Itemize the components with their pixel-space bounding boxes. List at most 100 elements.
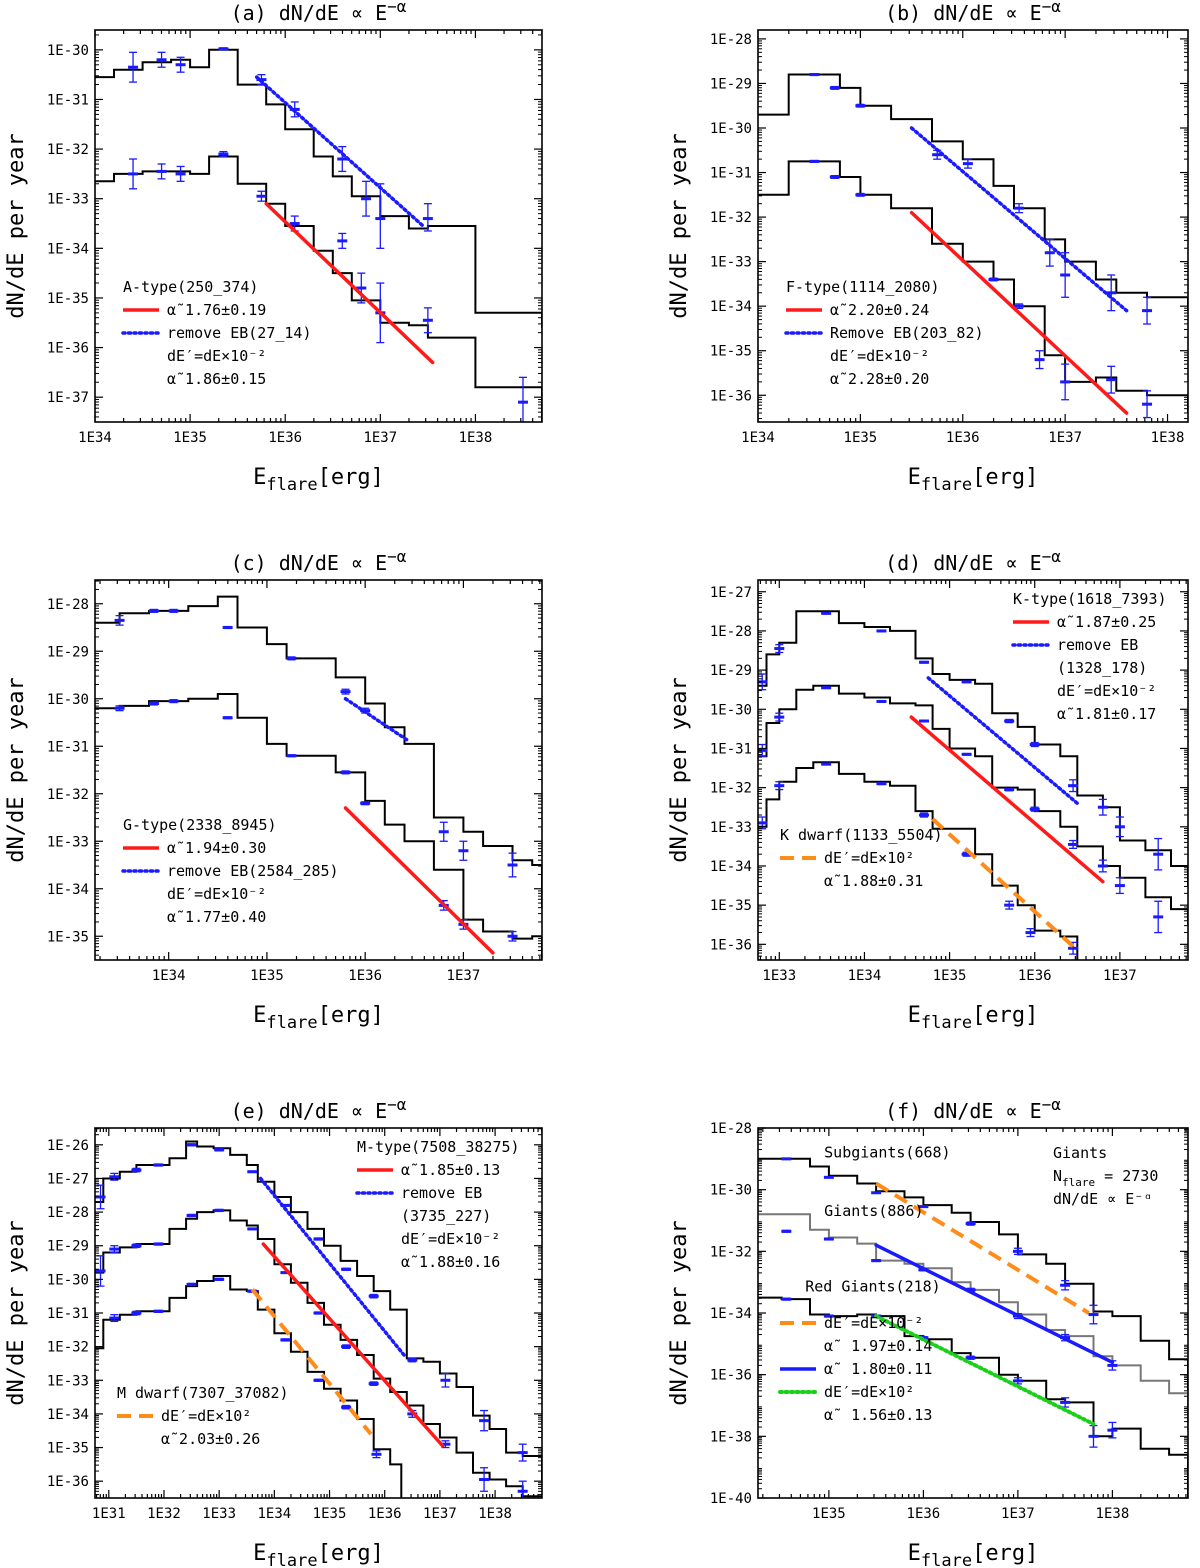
panel-title: (e) dN/dE ∝ E−α (231, 1095, 407, 1123)
plot-area (95, 1140, 542, 1498)
y-tick-label: 1E-33 (710, 820, 752, 836)
error-bar (962, 158, 973, 169)
error-bar (1034, 350, 1045, 370)
legend-entry: dE′=dE×10⁻² (1057, 682, 1156, 700)
error-bar (781, 1229, 792, 1233)
x-axis-label-unit: [erg] (972, 1003, 1038, 1028)
legend-entry-text: remove EB(27_14) (167, 324, 312, 342)
legend-entry: dE′=dE×10² (824, 1383, 914, 1401)
error-bar (109, 1172, 120, 1181)
y-tick-label: 1E-34 (710, 1306, 752, 1322)
y-tick-label: 1E-30 (47, 43, 89, 59)
legend-entry-text: remove EB (1057, 636, 1138, 654)
error-bar (965, 1221, 976, 1226)
y-tick-label: 1E-36 (710, 937, 752, 953)
error-bar (222, 716, 233, 720)
legend-entry: dE′=dE×10⁻² (167, 885, 266, 903)
x-axis-label-sub: flare (266, 1551, 317, 1568)
error-bar (961, 752, 972, 756)
error-bar (479, 1467, 490, 1492)
error-bar (1088, 1424, 1099, 1448)
panel-title-text: (a) dN/dE ∝ E (231, 1, 388, 25)
histogram-a-type-with-errors (95, 155, 542, 422)
legend-entry-text: K-type(1618_7393) (1013, 590, 1167, 608)
legend-entry-text: dE′=dE×10⁻² (824, 1314, 923, 1332)
plot-frame (757, 29, 1189, 423)
error-bar (109, 1245, 120, 1254)
legend-entry-text: dN/dE ∝ E⁻ᵅ (1053, 1190, 1152, 1208)
error-bar (1114, 816, 1125, 838)
panel-title-text: (d) dN/dE ∝ E (885, 551, 1042, 575)
panel-title: (f) dN/dE ∝ E−α (885, 1095, 1061, 1123)
legend-entry-text: F-type(1114_2080) (786, 278, 940, 296)
error-bar (247, 1227, 258, 1231)
error-bar (1153, 900, 1164, 934)
fit-line-blue-dotted (254, 75, 425, 228)
error-bar (919, 812, 930, 818)
legend-entry-text: remove EB(2584_285) (167, 862, 339, 880)
legend-entry: dE′=dE×10⁻² (167, 347, 266, 365)
legend-entry: M-type(7508_38275) (357, 1138, 520, 1156)
y-tick-label: 1E-33 (47, 1373, 89, 1389)
legend-bottom-left: dE′=dE×10⁻² α˜ 1.97±0.14 α˜ 1.80±0.11 dE′=d… (778, 1314, 932, 1424)
error-bar (507, 852, 518, 878)
legend-entry-text: α˜1.88±0.16 (401, 1253, 500, 1271)
plot-area (758, 1157, 1188, 1498)
legend-entry-text: α˜2.20±0.24 (830, 301, 929, 319)
error-bar (961, 680, 972, 684)
x-axis-label-main: E (253, 1003, 266, 1028)
error-bar (1068, 839, 1079, 850)
y-axis-label: dN/dE per year (4, 133, 29, 318)
error-bar (341, 1404, 352, 1410)
y-tick-label: 1E-37 (47, 390, 89, 406)
error-bar (186, 1143, 197, 1147)
error-bar (95, 1255, 106, 1287)
x-axis-label-main: E (908, 465, 921, 490)
y-tick-label: 1E-35 (47, 291, 89, 307)
y-tick-label: 1E-33 (47, 834, 89, 850)
x-axis-label-sub: flare (266, 1013, 317, 1033)
x-tick-label: 1E34 (257, 1506, 291, 1522)
error-bar (774, 781, 785, 791)
error-bar (517, 1480, 528, 1498)
fit-line-blue-dotted (909, 126, 1129, 313)
plot-frame (94, 579, 543, 961)
error-bar (1106, 274, 1117, 312)
y-tick-label: 1E-36 (47, 341, 89, 357)
y-tick-label: 1E-34 (710, 859, 752, 875)
legend-entry-text: dE′=dE×10⁻² (167, 885, 266, 903)
error-bar (919, 719, 930, 723)
error-bar (175, 165, 186, 182)
histogram-all-flares (95, 48, 542, 328)
fit-line-blue-dotted (258, 1176, 406, 1357)
legend-entry: α˜1.87±0.25 (1057, 613, 1156, 631)
plot-area (95, 595, 542, 960)
y-tick-label: 1E-29 (710, 76, 752, 92)
legend-entry: dE′=dE×10⁻² (824, 1314, 923, 1332)
fit-line-green-dotted (874, 1314, 1096, 1426)
fit-line-orange-dashed (250, 1288, 373, 1436)
error-bar (1004, 900, 1015, 910)
error-bar (809, 159, 820, 163)
panel-e: (e) dN/dE ∝ E−α 1E31 1E32 1E33 1E34 1E35 1E36 1… (4, 1095, 543, 1568)
error-bar (131, 1167, 142, 1173)
error-bar (507, 930, 518, 942)
x-tick-label: 1E34 (78, 430, 112, 446)
legend-entry: α˜ 1.97±0.14 (824, 1337, 932, 1355)
inline-label: Subgiants(668) (824, 1143, 950, 1161)
legend-entry: K-type(1618_7393) (1013, 590, 1167, 608)
error-bar (222, 625, 233, 630)
y-tick-label: 1E-34 (710, 299, 752, 315)
panel-title: (b) dN/dE ∝ E−α (885, 0, 1061, 25)
error-bar (256, 190, 267, 202)
legend-entry: α˜ 1.80±0.11 (824, 1360, 932, 1378)
legend-entry: dE′=dE×10⁻² (830, 347, 929, 365)
error-bar (280, 1338, 291, 1342)
error-bar (1004, 787, 1015, 792)
error-bar (131, 1243, 142, 1249)
legend-entry: α˜1.81±0.17 (1057, 705, 1156, 723)
histogram-g-type-with-errors (95, 693, 542, 960)
error-bar (1012, 1247, 1023, 1256)
legend-entry-text: remove EB (401, 1184, 482, 1202)
x-axis-label-sub: flare (921, 1551, 972, 1568)
